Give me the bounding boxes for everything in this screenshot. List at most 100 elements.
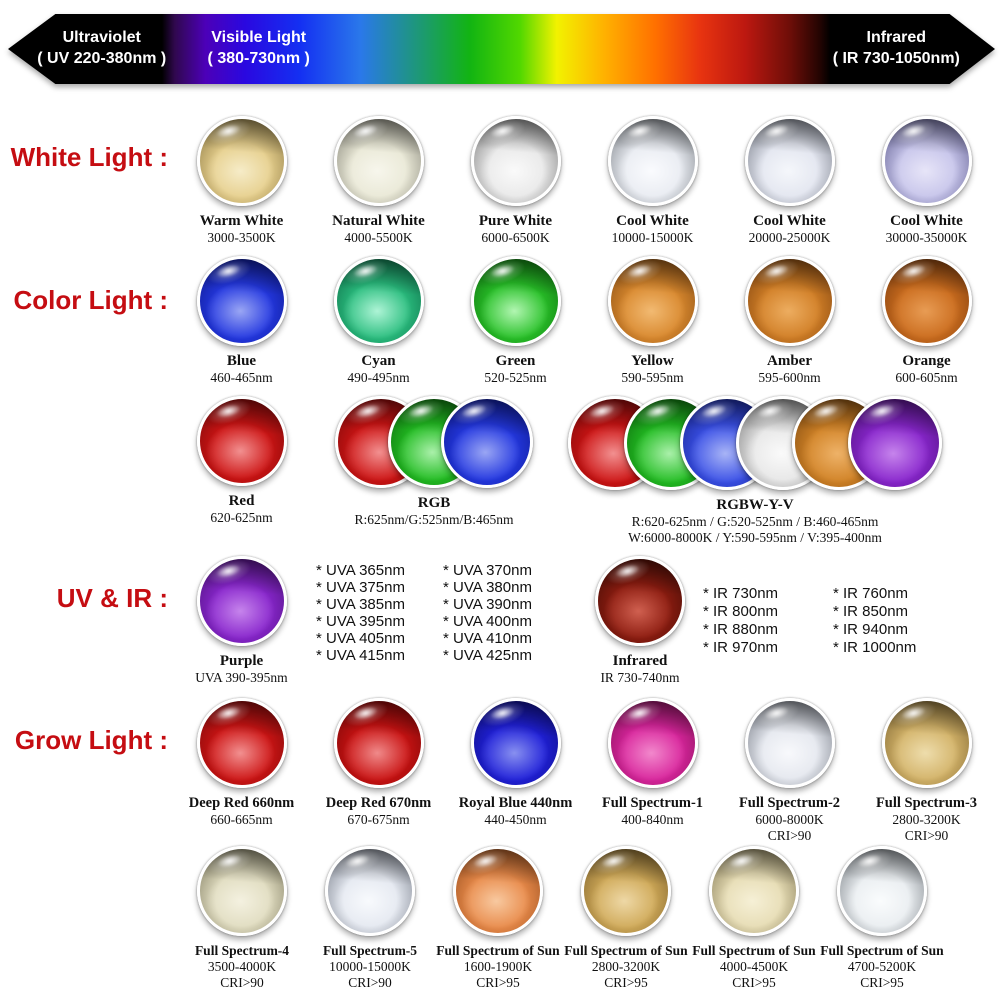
led-item-deep-red-670: Deep Red 670nm 670-675nm — [310, 698, 447, 844]
rgb-led-group: RGB R:625nm/G:525nm/B:465nm — [304, 396, 564, 528]
led-sub: 1600-1900K — [463, 958, 533, 974]
led-sub: 10000-15000K — [329, 958, 411, 974]
uva-item: * UVA 385nm — [316, 596, 405, 613]
rgbw-violet-led — [848, 396, 942, 490]
cool-white-led-2 — [744, 116, 835, 206]
led-name: Royal Blue 440nm — [458, 795, 573, 811]
led-sub: 520-525nm — [484, 370, 547, 386]
led-sub: 2800-3200K — [591, 958, 661, 974]
uva-item: * UVA 405nm — [316, 630, 405, 647]
led-name: Green — [495, 353, 536, 369]
uva-item: * UVA 370nm — [443, 562, 532, 579]
rgbw-y-v-led-cluster — [568, 396, 942, 490]
led-name: Deep Red 660nm — [188, 795, 295, 811]
led-item-orange: Orange 600-605nm — [858, 256, 995, 386]
uv-ir-header: UV & IR : — [56, 583, 168, 613]
led-cri: CRI>95 — [476, 974, 520, 990]
led-name: Pure White — [478, 213, 553, 229]
ir-item: * IR 760nm — [833, 585, 909, 602]
led-cri: CRI>90 — [904, 827, 949, 843]
led-name: Full Spectrum of Sun — [564, 943, 688, 958]
led-name: Infrared — [612, 653, 668, 669]
uva-item: * UVA 410nm — [443, 630, 532, 647]
grow-light-row: Deep Red 660nm 660-665nm Deep Red 670nm … — [173, 698, 995, 844]
led-name: Warm White — [199, 213, 284, 229]
led-sub: 595-600nm — [758, 370, 821, 386]
uva-item: * UVA 400nm — [443, 613, 532, 630]
led-name: Full Spectrum-2 — [738, 795, 841, 811]
yellow-led — [607, 256, 698, 346]
ir-range: ( IR 730-1050nm) — [832, 50, 960, 67]
full-spectrum-3-led — [881, 698, 972, 788]
led-cri: CRI>90 — [348, 974, 392, 990]
ir-list-column-2: * IR 760nm * IR 850nm * IR 940nm * IR 10… — [833, 585, 916, 657]
led-item-sun-4700: Full Spectrum of Sun 4700-5200K CRI>95 — [818, 846, 946, 991]
led-sub: 460-465nm — [210, 370, 273, 386]
led-sub: W:6000-8000K / Y:590-595nm / V:395-400nm — [628, 530, 882, 546]
led-item-cool-white-2: Cool White 20000-25000K — [721, 116, 858, 246]
white-light-header: White Light : — [10, 142, 168, 172]
red-led — [196, 396, 287, 486]
ir-item: * IR 800nm — [703, 603, 779, 620]
led-sub: UVA 390-395nm — [195, 670, 288, 686]
cool-white-led-3 — [881, 116, 972, 206]
color-light-row: Blue 460-465nm Cyan 490-495nm Green 520-… — [173, 256, 995, 386]
rgbw-y-v-led-group: RGBW-Y-V R:620-625nm / G:520-525nm / B:4… — [555, 396, 955, 547]
led-name: Full Spectrum-3 — [875, 795, 978, 811]
purple-led-group: Purple UVA 390-395nm — [173, 556, 310, 686]
white-light-row: Warm White 3000-3500K Natural White 4000… — [173, 116, 995, 246]
led-item-sun-1600: Full Spectrum of Sun 1600-1900K CRI>95 — [434, 846, 562, 991]
uva-item: * UVA 390nm — [443, 596, 532, 613]
led-name: RGBW-Y-V — [716, 497, 794, 513]
orange-led — [881, 256, 972, 346]
led-sub: 490-495nm — [347, 370, 410, 386]
led-item-full-spectrum-4: Full Spectrum-4 3500-4000K CRI>90 — [178, 846, 306, 991]
visible-range: ( 380-730nm ) — [207, 50, 310, 67]
deep-red-670-led — [333, 698, 424, 788]
full-spectrum-5-led — [325, 846, 415, 936]
ir-item: * IR 970nm — [703, 639, 779, 656]
royal-blue-440-led — [470, 698, 561, 788]
led-name: Cool White — [890, 213, 963, 229]
full-spectrum-sun-1600-led — [453, 846, 543, 936]
ir-item: * IR 730nm — [703, 585, 779, 602]
led-cri: CRI>90 — [767, 827, 812, 843]
led-name: Yellow — [631, 353, 674, 369]
led-name: Blue — [226, 353, 257, 369]
led-item-full-spectrum-1: Full Spectrum-1 400-840nm — [584, 698, 721, 844]
led-item-cool-white-1: Cool White 10000-15000K — [584, 116, 721, 246]
banner-visible-label: Visible Light ( 380-730nm ) — [208, 28, 310, 70]
led-sub: 590-595nm — [621, 370, 684, 386]
led-cri: CRI>95 — [604, 974, 648, 990]
led-name: Red — [228, 493, 255, 509]
grow-light-header: Grow Light : — [14, 725, 168, 755]
led-name: Cool White — [753, 213, 826, 229]
full-spectrum-sun-4000-led — [709, 846, 799, 936]
deep-red-660-led — [196, 698, 287, 788]
banner-infrared-label: Infrared ( IR 730-1050nm) — [833, 28, 960, 70]
led-cri: CRI>95 — [860, 974, 904, 990]
led-name: Full Spectrum of Sun — [436, 943, 560, 958]
led-sub: R:625nm/G:525nm/B:465nm — [354, 512, 514, 528]
led-cri: CRI>95 — [732, 974, 776, 990]
full-spectrum-row: Full Spectrum-4 3500-4000K CRI>90 Full S… — [178, 846, 946, 991]
led-sub: 4700-5200K — [847, 958, 917, 974]
blue-led — [196, 256, 287, 346]
led-item-green: Green 520-525nm — [447, 256, 584, 386]
spectrum-banner: Ultraviolet ( UV 220-380nm ) Visible Lig… — [0, 0, 1000, 98]
led-name: Full Spectrum-5 — [322, 943, 418, 958]
led-sub: 440-450nm — [484, 811, 547, 827]
led-item-deep-red-660: Deep Red 660nm 660-665nm — [173, 698, 310, 844]
led-item-blue: Blue 460-465nm — [173, 256, 310, 386]
full-spectrum-sun-4700-led — [837, 846, 927, 936]
purple-led — [196, 556, 287, 646]
uva-list-column-2: * UVA 370nm * UVA 380nm * UVA 390nm * UV… — [443, 562, 532, 664]
led-item-full-spectrum-5: Full Spectrum-5 10000-15000K CRI>90 — [306, 846, 434, 991]
pure-white-led — [470, 116, 561, 206]
ir-title: Infrared — [866, 29, 927, 47]
led-item-cyan: Cyan 490-495nm — [310, 256, 447, 386]
uva-item: * UVA 380nm — [443, 579, 532, 596]
warm-white-led — [196, 116, 287, 206]
cyan-led — [333, 256, 424, 346]
visible-title: Visible Light — [211, 29, 307, 47]
